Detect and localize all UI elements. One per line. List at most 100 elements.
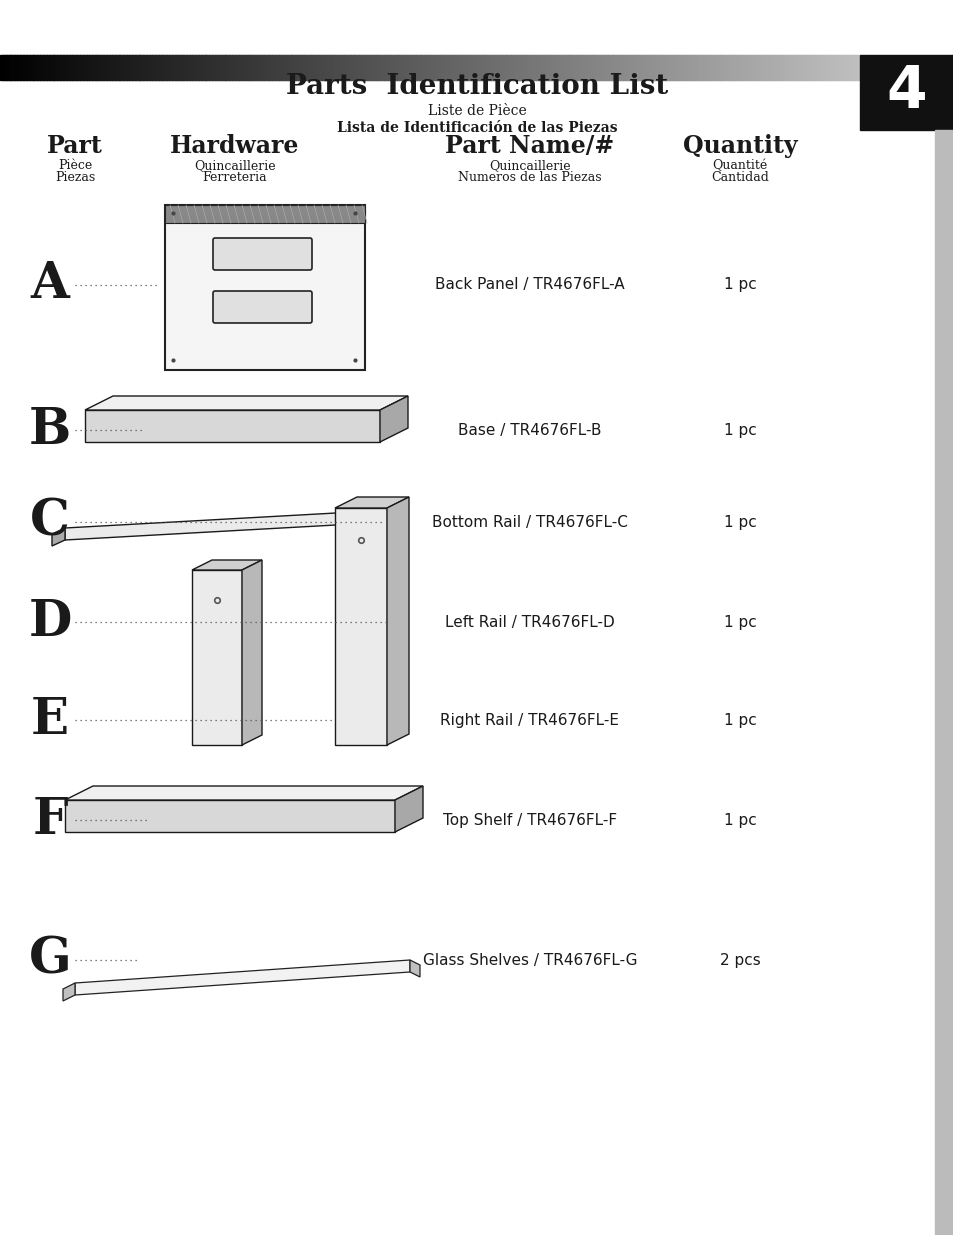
Bar bbox=[165, 205, 365, 370]
Bar bbox=[401, 56, 405, 80]
Bar bbox=[836, 56, 840, 80]
Bar bbox=[590, 56, 594, 80]
Bar bbox=[656, 56, 659, 80]
Bar bbox=[584, 56, 588, 80]
Bar bbox=[810, 56, 814, 80]
Bar bbox=[787, 56, 791, 80]
Bar bbox=[189, 56, 193, 80]
Bar bbox=[430, 56, 434, 80]
Bar bbox=[598, 56, 602, 80]
Bar bbox=[556, 56, 559, 80]
Bar bbox=[750, 56, 754, 80]
Bar bbox=[206, 56, 210, 80]
Text: Ferreteria: Ferreteria bbox=[202, 170, 267, 184]
Bar bbox=[203, 56, 207, 80]
Polygon shape bbox=[379, 396, 408, 442]
Bar bbox=[581, 56, 585, 80]
Bar bbox=[478, 56, 482, 80]
Bar bbox=[269, 56, 274, 80]
Bar bbox=[330, 56, 334, 80]
Bar bbox=[521, 56, 525, 80]
Bar bbox=[393, 56, 396, 80]
Bar bbox=[117, 56, 121, 80]
Polygon shape bbox=[192, 559, 262, 571]
Text: D: D bbox=[29, 598, 71, 646]
Bar bbox=[427, 56, 431, 80]
Bar bbox=[621, 56, 625, 80]
Bar bbox=[398, 56, 402, 80]
Bar bbox=[541, 56, 545, 80]
Bar bbox=[824, 56, 828, 80]
Bar bbox=[395, 56, 399, 80]
Bar bbox=[553, 56, 557, 80]
Bar bbox=[610, 56, 614, 80]
Bar bbox=[29, 56, 32, 80]
Bar bbox=[538, 56, 542, 80]
Bar bbox=[355, 56, 359, 80]
Bar bbox=[819, 56, 822, 80]
Bar bbox=[934, 130, 953, 1235]
Bar bbox=[338, 56, 342, 80]
Text: Bottom Rail / TR4676FL-C: Bottom Rail / TR4676FL-C bbox=[432, 515, 627, 530]
Bar bbox=[504, 56, 508, 80]
Bar bbox=[212, 56, 215, 80]
Text: 1 pc: 1 pc bbox=[723, 422, 756, 437]
Bar bbox=[464, 56, 468, 80]
Bar bbox=[146, 56, 150, 80]
Bar bbox=[358, 56, 362, 80]
Bar bbox=[114, 56, 118, 80]
Text: 1 pc: 1 pc bbox=[723, 713, 756, 727]
Bar bbox=[470, 56, 474, 80]
Bar bbox=[252, 56, 255, 80]
Bar bbox=[847, 56, 852, 80]
Bar bbox=[690, 56, 694, 80]
Bar bbox=[773, 56, 777, 80]
Bar bbox=[97, 56, 101, 80]
Text: 1 pc: 1 pc bbox=[723, 615, 756, 630]
Bar bbox=[49, 56, 52, 80]
Bar bbox=[106, 56, 110, 80]
Bar bbox=[301, 56, 305, 80]
Bar bbox=[567, 56, 571, 80]
Text: 1 pc: 1 pc bbox=[723, 515, 756, 530]
Text: 1 pc: 1 pc bbox=[723, 813, 756, 827]
Text: F: F bbox=[32, 795, 68, 845]
Bar bbox=[793, 56, 797, 80]
Bar bbox=[641, 56, 645, 80]
Bar bbox=[163, 56, 167, 80]
Text: Base / TR4676FL-B: Base / TR4676FL-B bbox=[457, 422, 601, 437]
Bar bbox=[530, 56, 534, 80]
Bar bbox=[123, 56, 127, 80]
Text: Quantity: Quantity bbox=[682, 135, 797, 158]
Bar bbox=[733, 56, 737, 80]
Bar bbox=[143, 56, 147, 80]
Bar bbox=[761, 56, 765, 80]
Text: Cantidad: Cantidad bbox=[710, 170, 768, 184]
Bar bbox=[636, 56, 639, 80]
Bar bbox=[60, 56, 64, 80]
Text: C: C bbox=[30, 498, 70, 547]
Bar bbox=[618, 56, 622, 80]
Bar bbox=[17, 56, 21, 80]
Bar bbox=[283, 56, 288, 80]
Bar bbox=[344, 56, 348, 80]
Bar bbox=[387, 56, 391, 80]
Bar bbox=[249, 56, 253, 80]
Bar bbox=[490, 56, 494, 80]
Bar bbox=[243, 56, 247, 80]
Text: 4: 4 bbox=[885, 63, 926, 121]
Bar bbox=[516, 56, 519, 80]
Bar bbox=[373, 56, 376, 80]
Bar bbox=[839, 56, 842, 80]
Text: Piezas: Piezas bbox=[55, 170, 95, 184]
Bar bbox=[91, 56, 95, 80]
Bar bbox=[616, 56, 619, 80]
Bar bbox=[272, 56, 276, 80]
Bar bbox=[476, 56, 479, 80]
Bar bbox=[713, 56, 717, 80]
Bar bbox=[31, 56, 35, 80]
Bar bbox=[194, 56, 198, 80]
Bar bbox=[456, 56, 459, 80]
Bar bbox=[172, 56, 175, 80]
Bar bbox=[570, 56, 574, 80]
